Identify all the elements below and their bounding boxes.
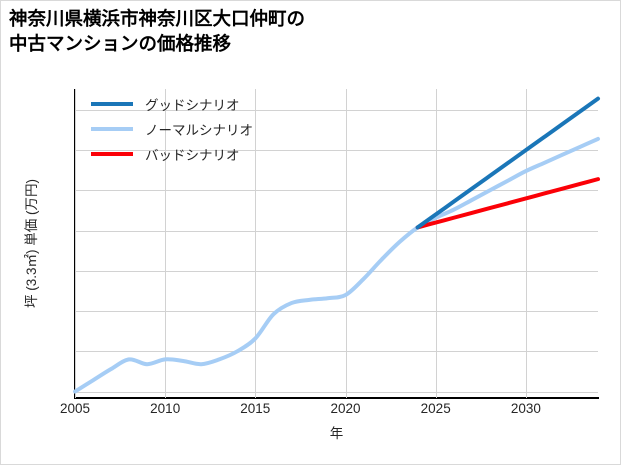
series-line bbox=[73, 136, 600, 394]
x-tick-label: 2030 bbox=[510, 401, 541, 416]
gridline-x bbox=[525, 89, 527, 398]
gridline-x bbox=[165, 89, 167, 398]
x-tick-label: 2015 bbox=[240, 401, 271, 416]
chart-title: 神奈川県横浜市神奈川区大口仲町の 中古マンションの価格推移 bbox=[9, 8, 306, 54]
legend-item-good[interactable]: グッドシナリオ bbox=[91, 91, 311, 116]
legend-swatch-bad bbox=[91, 151, 133, 156]
gridline-x bbox=[345, 89, 347, 398]
gridline-x bbox=[435, 89, 437, 398]
y-axis-label: 坪 (3.3㎡) 単価 (万円) bbox=[24, 179, 39, 309]
legend-item-bad[interactable]: バッドシナリオ bbox=[91, 141, 311, 166]
gridline-x bbox=[255, 89, 257, 398]
x-axis-line bbox=[74, 397, 599, 399]
gridline-y bbox=[75, 391, 598, 393]
legend-item-normal[interactable]: ノーマルシナリオ bbox=[91, 116, 311, 141]
gridline-y bbox=[75, 150, 598, 152]
series-line bbox=[415, 177, 600, 230]
gridline-y bbox=[75, 109, 598, 111]
legend-swatch-normal bbox=[91, 126, 133, 131]
gridline-y bbox=[75, 351, 598, 353]
gridline-y bbox=[75, 270, 598, 272]
legend-label-good: グッドシナリオ bbox=[145, 97, 240, 113]
gridline-x bbox=[75, 89, 76, 398]
x-tick-label: 2005 bbox=[59, 401, 91, 416]
x-tick-label: 2025 bbox=[420, 401, 451, 416]
series-lines bbox=[73, 96, 600, 394]
x-tick-label: 2010 bbox=[150, 401, 181, 416]
gridline-y bbox=[75, 311, 598, 313]
legend-label-bad: バッドシナリオ bbox=[145, 147, 240, 163]
x-tick-label: 2020 bbox=[330, 401, 361, 416]
gridline-y bbox=[75, 230, 598, 232]
plot-area: 1001251501752002252502752005201020152020… bbox=[60, 89, 600, 416]
legend-label-normal: ノーマルシナリオ bbox=[145, 122, 253, 138]
legend-swatch-good bbox=[91, 101, 133, 106]
y-axis-line bbox=[74, 89, 76, 398]
x-axis-label: 年 bbox=[329, 426, 344, 441]
chart-legend: グッドシナリオ ノーマルシナリオ バッドシナリオ bbox=[91, 91, 311, 166]
gridline-y bbox=[75, 190, 598, 192]
series-line bbox=[415, 96, 600, 230]
